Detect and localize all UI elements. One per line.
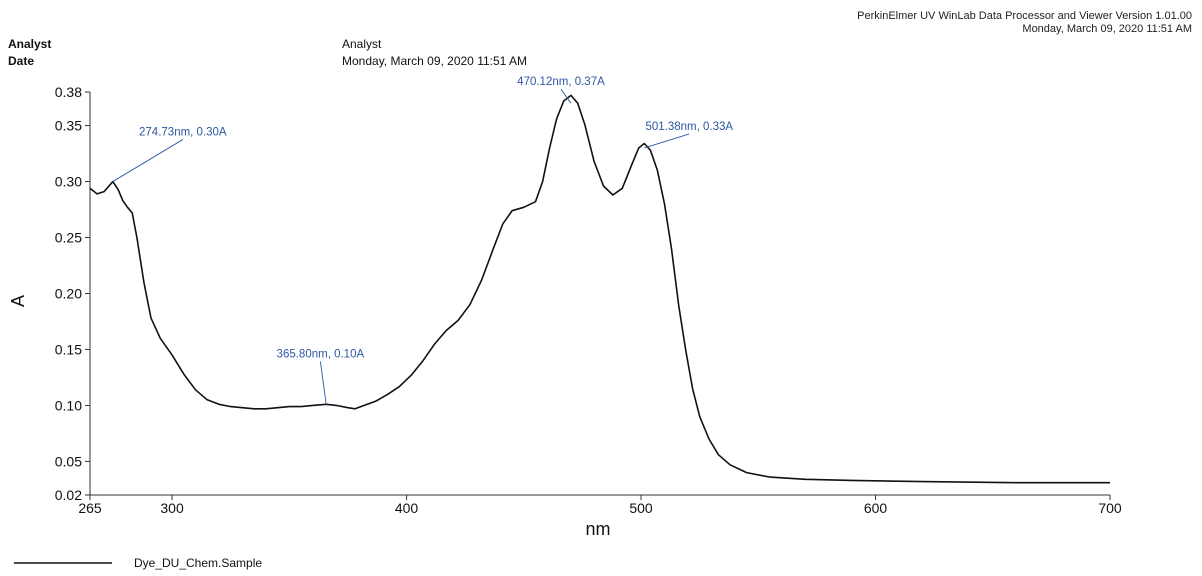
metadata-labels: Analyst Date <box>8 36 51 70</box>
annotation-label: 470.12nm, 0.37A <box>517 76 605 88</box>
analyst-label: Analyst <box>8 37 52 51</box>
annotation-label: 274.73nm, 0.30A <box>139 127 227 139</box>
annotation-label: 501.38nm, 0.33A <box>645 121 733 133</box>
x-tick-label: 300 <box>160 500 184 516</box>
annotation-label: 365.80nm, 0.10A <box>277 348 365 360</box>
y-tick-label: 0.35 <box>55 118 82 134</box>
metadata-values: Analyst Monday, March 09, 2020 11:51 AM <box>342 36 527 70</box>
y-axis-title: A <box>8 295 28 307</box>
peak-annotation: 470.12nm, 0.37A <box>517 76 605 104</box>
y-tick-label: 0.20 <box>55 286 82 302</box>
series-line <box>89 94 1110 484</box>
legend-entry: Dye_DU_Chem.Sample <box>134 556 262 570</box>
y-tick-label: 0.05 <box>55 453 82 469</box>
chart-ticks: 265 300 400 500 600 700 0.02 0.05 0.10 0.15 0.20 0.… <box>55 84 1122 516</box>
report-header-right: PerkinElmer UV WinLab Data Processor and… <box>857 10 1192 36</box>
software-version: PerkinElmer UV WinLab Data Processor and… <box>857 10 1192 22</box>
annotation-leader <box>319 361 327 406</box>
x-tick-label: 600 <box>864 500 888 516</box>
y-tick-label: 0.02 <box>55 487 82 503</box>
x-tick-label: 265 <box>78 500 102 516</box>
x-tick-label: 500 <box>629 500 653 516</box>
y-tick-label: 0.30 <box>55 174 82 190</box>
x-tick-label: 400 <box>395 500 419 516</box>
x-axis-title: nm <box>585 519 610 539</box>
y-tick-label: 0.38 <box>55 84 82 100</box>
chart-axes <box>89 92 1110 496</box>
date-label: Date <box>8 54 35 68</box>
analyst-value: Analyst <box>342 37 382 51</box>
chart-legend: Dye_DU_Chem.Sample <box>14 556 262 570</box>
date-value: Monday, March 09, 2020 11:51 AM <box>342 54 527 68</box>
peak-annotation: 274.73nm, 0.30A <box>112 127 227 182</box>
report-datetime: Monday, March 09, 2020 11:51 AM <box>1022 23 1192 35</box>
chart-annotations: 274.73nm, 0.30A 365.80nm, 0.10A 470.12nm, … <box>112 76 733 406</box>
peak-annotation: 501.38nm, 0.33A <box>644 121 733 149</box>
annotation-leader <box>112 139 184 182</box>
annotation-leader <box>560 88 572 104</box>
annotation-leader <box>644 133 690 149</box>
x-tick-label: 700 <box>1098 500 1122 516</box>
y-tick-label: 0.25 <box>55 230 82 246</box>
peak-annotation: 365.80nm, 0.10A <box>277 348 365 406</box>
chart-series <box>89 94 1110 484</box>
y-tick-label: 0.15 <box>55 341 82 357</box>
y-tick-label: 0.10 <box>55 397 82 413</box>
